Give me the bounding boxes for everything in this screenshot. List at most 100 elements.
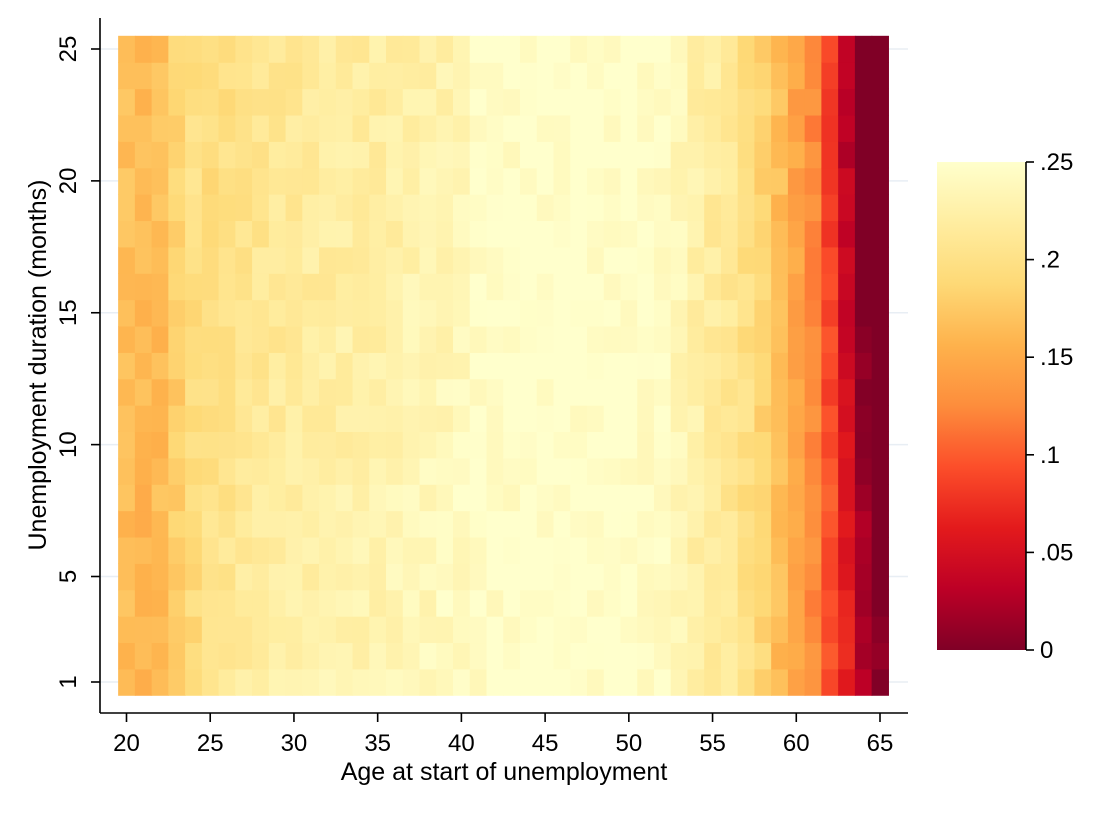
heatmap-cell [335, 457, 354, 485]
heatmap-cell [335, 616, 354, 644]
heatmap-cell [821, 616, 839, 644]
heatmap-cell [386, 299, 404, 327]
heatmap-cell [168, 273, 186, 301]
heatmap-cell [469, 642, 488, 670]
heatmap-cell [536, 246, 555, 274]
heatmap-cell [821, 273, 839, 301]
heatmap-cell [386, 563, 404, 591]
heatmap-cell [620, 246, 638, 274]
heatmap-cell [352, 616, 370, 644]
heatmap-cell [352, 378, 370, 406]
heatmap-cell [335, 589, 354, 617]
heatmap-cell [570, 141, 588, 169]
heatmap-cell [302, 510, 320, 538]
heatmap-cell [754, 668, 772, 696]
heatmap-cell [586, 405, 605, 433]
heatmap-cell [402, 352, 421, 380]
heatmap-cell [402, 536, 421, 564]
heatmap-cell [637, 35, 655, 63]
heatmap-cell [386, 246, 404, 274]
heatmap-cell [252, 642, 270, 670]
heatmap-cell [151, 484, 169, 512]
heatmap-cell [469, 668, 488, 696]
heatmap-cell [637, 510, 655, 538]
heatmap-cell [637, 668, 655, 696]
heatmap-cell [151, 642, 169, 670]
heatmap-cell [402, 167, 421, 195]
heatmap-cell [603, 563, 622, 591]
y-tick-label: 10 [55, 431, 82, 458]
heatmap-cell [854, 431, 873, 459]
heatmap-cell [821, 246, 839, 274]
heatmap-cell [369, 35, 387, 63]
heatmap-cell [218, 299, 236, 327]
heatmap-cell [570, 378, 588, 406]
heatmap-cell [737, 642, 756, 670]
heatmap-cell [268, 352, 287, 380]
heatmap-cell [637, 299, 655, 327]
heatmap-cell [235, 352, 253, 380]
heatmap-cell [419, 563, 437, 591]
heatmap-cell [118, 616, 136, 644]
heatmap-cell [771, 457, 789, 485]
heatmap-cell [687, 457, 705, 485]
heatmap-cell [268, 642, 287, 670]
heatmap-cell [168, 62, 186, 90]
heatmap-cell [335, 378, 354, 406]
heatmap-cell [134, 431, 153, 459]
heatmap-cell [637, 325, 655, 353]
heatmap-cell [352, 167, 370, 195]
y-tick-label: 1 [55, 675, 82, 688]
heatmap-cell [570, 457, 588, 485]
heatmap-cell [386, 510, 404, 538]
heatmap-cell [402, 510, 421, 538]
heatmap-cell [134, 616, 153, 644]
heatmap-cell [252, 194, 270, 222]
heatmap-cell [503, 194, 521, 222]
heatmap-cell [771, 114, 789, 142]
heatmap-cell [854, 246, 873, 274]
heatmap-cell [285, 35, 303, 63]
heatmap-cell [436, 457, 454, 485]
heatmap-cell [402, 668, 421, 696]
heatmap-cell [201, 325, 220, 353]
heatmap-cell [319, 589, 337, 617]
heatmap-cell [218, 616, 236, 644]
heatmap-cell [687, 325, 705, 353]
heatmap-cell [854, 273, 873, 301]
heatmap-cell [603, 35, 622, 63]
heatmap-cell [319, 220, 337, 248]
heatmap-cell [201, 246, 220, 274]
heatmap-cell [570, 194, 588, 222]
heatmap-cell [185, 220, 203, 248]
heatmap-cell [804, 510, 822, 538]
heatmap-cell [268, 536, 287, 564]
heatmap-cell [352, 642, 370, 670]
heatmap-cell [603, 536, 622, 564]
heatmap-cell [134, 273, 153, 301]
heatmap-cell [687, 220, 705, 248]
heatmap-cell [536, 405, 555, 433]
heatmap-cell [486, 431, 504, 459]
heatmap-cell [151, 457, 169, 485]
heatmap-cell [386, 325, 404, 353]
x-tick-label: 45 [532, 730, 559, 757]
heatmap-cell [720, 325, 739, 353]
heatmap-cell [168, 668, 186, 696]
heatmap-cell [536, 220, 555, 248]
heatmap-cell [586, 167, 605, 195]
heatmap-cell [653, 668, 672, 696]
heatmap-cell [218, 668, 236, 696]
heatmap-cell [335, 325, 354, 353]
heatmap-cell [536, 273, 555, 301]
heatmap-cell [134, 88, 153, 116]
heatmap-cell [754, 114, 772, 142]
heatmap-cell [285, 642, 303, 670]
heatmap-cell [453, 616, 471, 644]
heatmap-cell [268, 668, 287, 696]
heatmap-cell [402, 62, 421, 90]
heatmap-cell [503, 536, 521, 564]
heatmap-cell [570, 405, 588, 433]
heatmap-cell [871, 484, 889, 512]
